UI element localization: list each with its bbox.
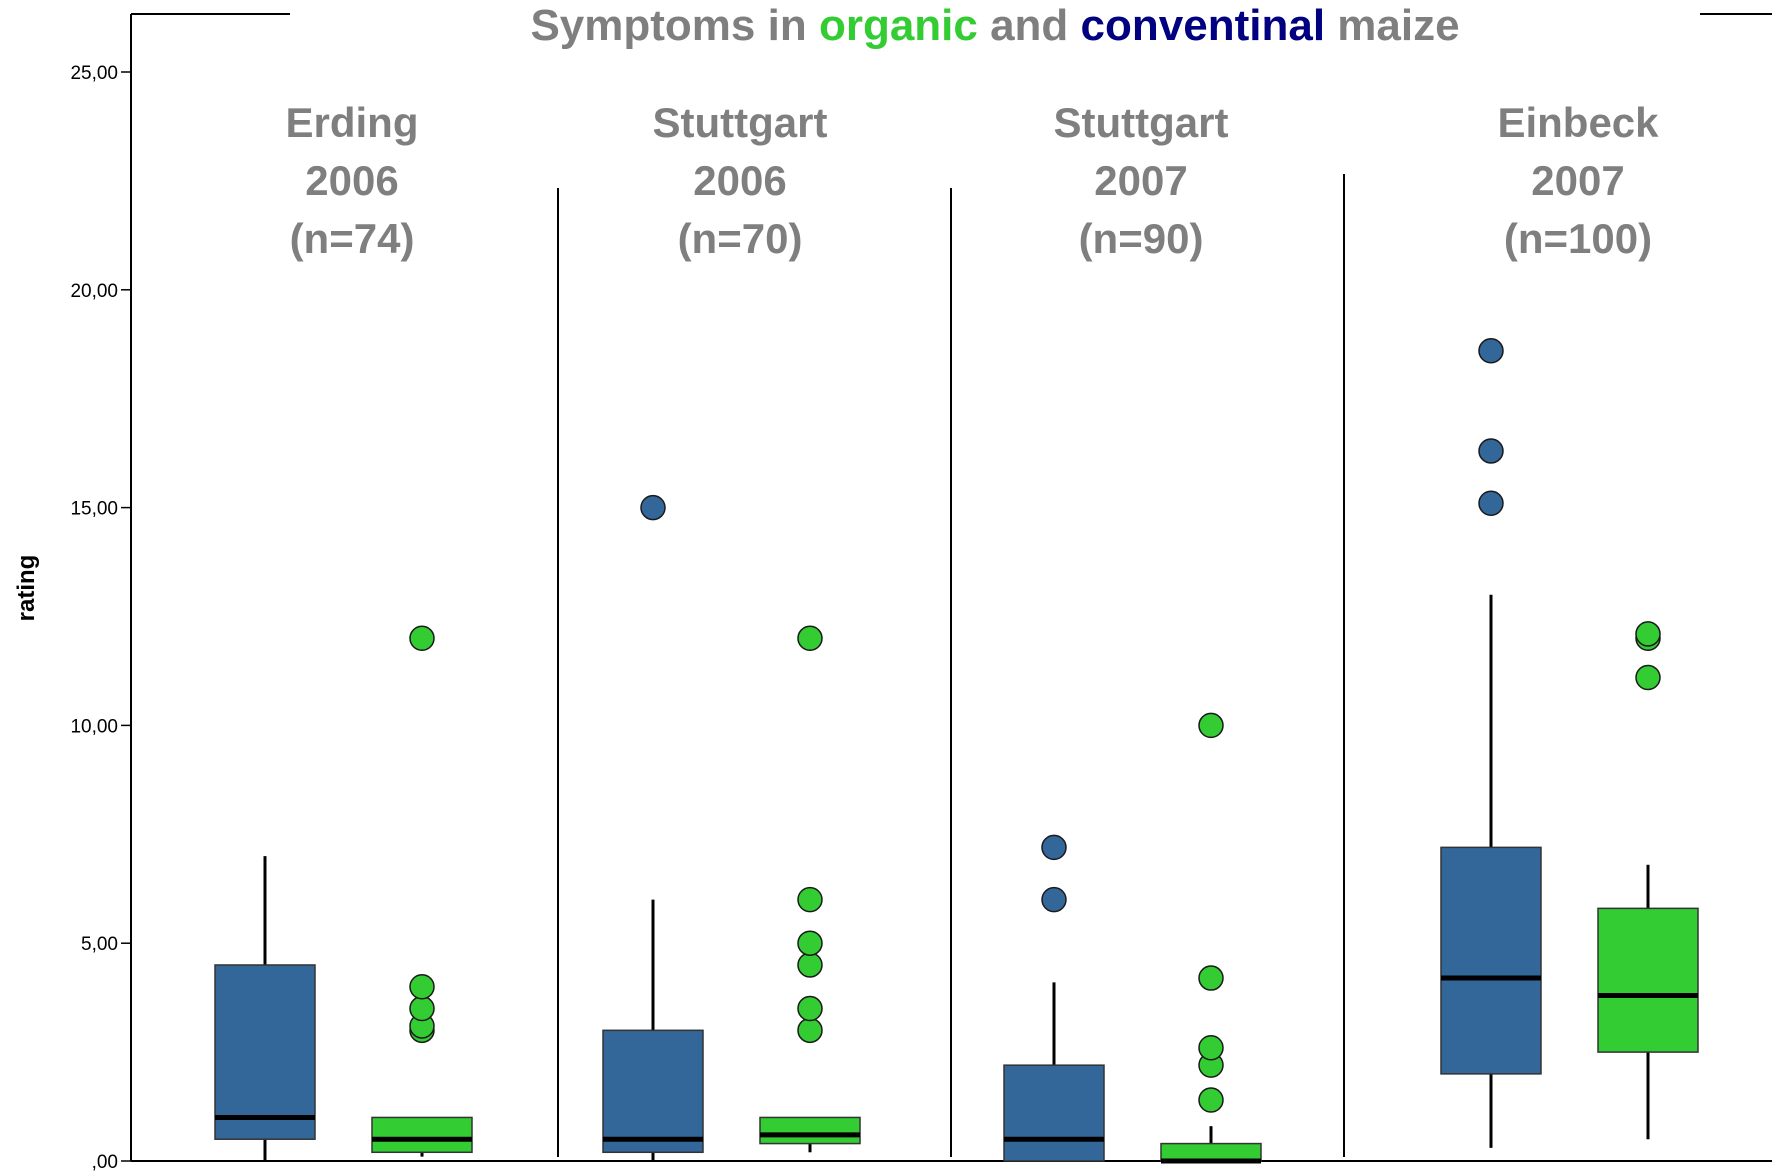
group-labels: Erding 2006 (n=74)Stuttgart 2006 (n=70)Stutt… <box>286 99 1660 262</box>
outlier-point <box>1198 1087 1224 1113</box>
outlier-point <box>409 995 435 1022</box>
y-tick-label: ,00 <box>92 1152 118 1173</box>
outlier-point <box>797 995 823 1022</box>
group-label: Stuttgart 2007 (n=90) <box>1054 99 1229 262</box>
outlier-point <box>640 494 666 521</box>
group-label-line: 2006 <box>305 157 398 204</box>
iqr-box <box>1160 1142 1262 1162</box>
group-label-line: Erding <box>286 99 419 146</box>
y-axis-label: rating <box>13 555 40 622</box>
conventional-box-plot <box>214 856 316 1161</box>
group-label-line: (n=100) <box>1504 215 1652 262</box>
iqr-box <box>1440 846 1542 1075</box>
outlier-point <box>1635 621 1661 647</box>
iqr-box <box>1003 1064 1105 1162</box>
outlier-point <box>797 886 823 913</box>
outlier-point <box>1198 1034 1224 1061</box>
outlier-point <box>797 625 823 652</box>
group-label-line: 2007 <box>1094 157 1187 204</box>
group-label-line: (n=74) <box>290 215 415 262</box>
chart-title-part: maize <box>1325 1 1460 50</box>
group-label-line: (n=70) <box>678 215 803 262</box>
y-tick-label: 5,00 <box>81 934 118 955</box>
chart-title-part: and <box>978 1 1081 50</box>
outlier-point <box>1478 490 1504 516</box>
organic-box-plot <box>1160 712 1262 1164</box>
group-label-line: 2007 <box>1531 157 1624 204</box>
conventional-box-plot <box>1440 338 1542 1148</box>
group-label-line: Stuttgart <box>1054 99 1229 146</box>
outlier-point <box>1635 664 1661 691</box>
outlier-point <box>1041 834 1067 861</box>
group-label-line: (n=90) <box>1079 215 1204 262</box>
organic-box-plot <box>759 625 861 1153</box>
chart-title: Symptoms in organic and conventinal maiz… <box>530 1 1459 50</box>
group-label-line: Stuttgart <box>653 99 828 146</box>
group-label-line: Einbeck <box>1497 99 1659 146</box>
iqr-box <box>1597 907 1699 1053</box>
group-label-line: 2006 <box>693 157 786 204</box>
chart-frame <box>130 13 1772 1162</box>
outlier-point <box>797 1017 823 1044</box>
y-tick-label: 15,00 <box>70 499 118 520</box>
iqr-box <box>371 1116 473 1154</box>
iqr-box <box>759 1116 861 1145</box>
conventional-box-plot <box>602 494 704 1161</box>
outlier-point <box>1041 886 1067 913</box>
group-label: Stuttgart 2006 (n=70) <box>653 99 828 262</box>
outlier-point <box>1198 712 1224 739</box>
outlier-point <box>409 974 435 1000</box>
y-tick-label: 25,00 <box>70 63 118 84</box>
outlier-point <box>797 952 823 978</box>
outlier-point <box>797 930 823 956</box>
group-separators <box>557 174 1345 1157</box>
outlier-point <box>1478 438 1504 464</box>
title-background <box>290 0 1700 66</box>
outlier-point <box>1478 338 1504 364</box>
conventional-box-plot <box>1003 834 1105 1162</box>
y-tick-label: 10,00 <box>70 716 118 737</box>
organic-box-plot <box>371 625 473 1157</box>
outlier-point <box>409 625 435 652</box>
y-tick-label: 20,00 <box>70 281 118 302</box>
iqr-box <box>214 964 316 1140</box>
outlier-point <box>1198 965 1224 991</box>
group-label: Einbeck 2007 (n=100) <box>1497 99 1659 262</box>
organic-box-plot <box>1597 621 1699 1140</box>
chart-title-part: organic <box>819 1 978 50</box>
chart-title-part: Symptoms in <box>530 1 819 50</box>
chart-title-part: conventinal <box>1081 1 1326 50</box>
group-label: Erding 2006 (n=74) <box>286 99 419 262</box>
box-plots <box>214 338 1699 1164</box>
iqr-box <box>602 1029 704 1154</box>
y-axis: ,00 5,00 10,00 15,00 20,00 25,00 <box>70 63 131 1173</box>
